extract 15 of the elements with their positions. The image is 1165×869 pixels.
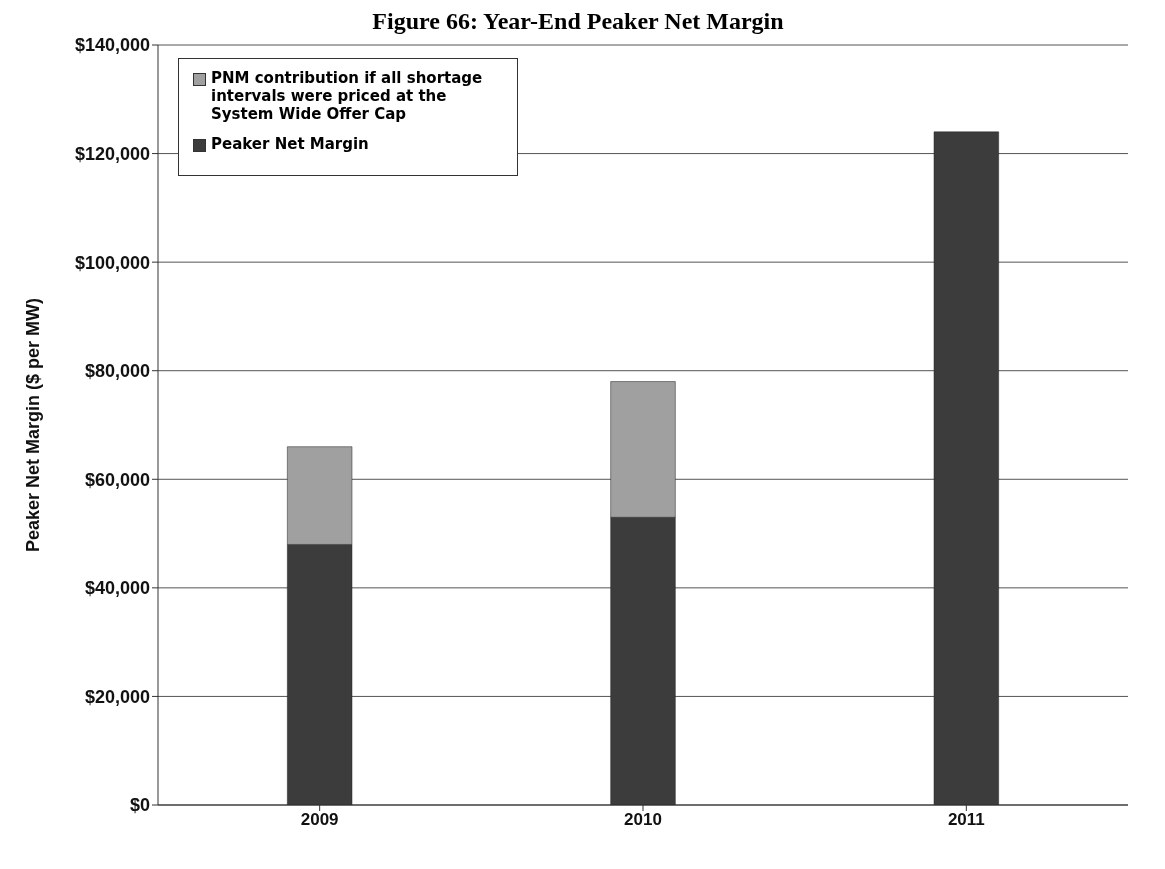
chart-title: Figure 66: Year-End Peaker Net Margin [371,8,785,35]
y-tick-label: $60,000 [84,469,150,490]
y-tick-label: $100,000 [74,252,150,273]
y-axis-title: Peaker Net Margin ($ per MW) [23,297,44,553]
legend-label: Peaker Net Margin [211,135,369,153]
y-tick-label: $40,000 [84,578,150,599]
y-tick-label: $80,000 [84,361,150,382]
y-tick-label: $140,000 [74,35,150,56]
y-tick-label: $0 [129,795,150,816]
legend-label: PNM contribution if all shortage intervals were priced at the System Wide Offer Cap [211,69,484,123]
x-tick-label: 2009 [300,810,339,830]
x-tick-label: 2011 [947,810,985,830]
x-tick-label: 2010 [624,810,662,830]
y-tick-label: $20,000 [84,686,150,707]
y-tick-label: $120,000 [74,143,150,164]
